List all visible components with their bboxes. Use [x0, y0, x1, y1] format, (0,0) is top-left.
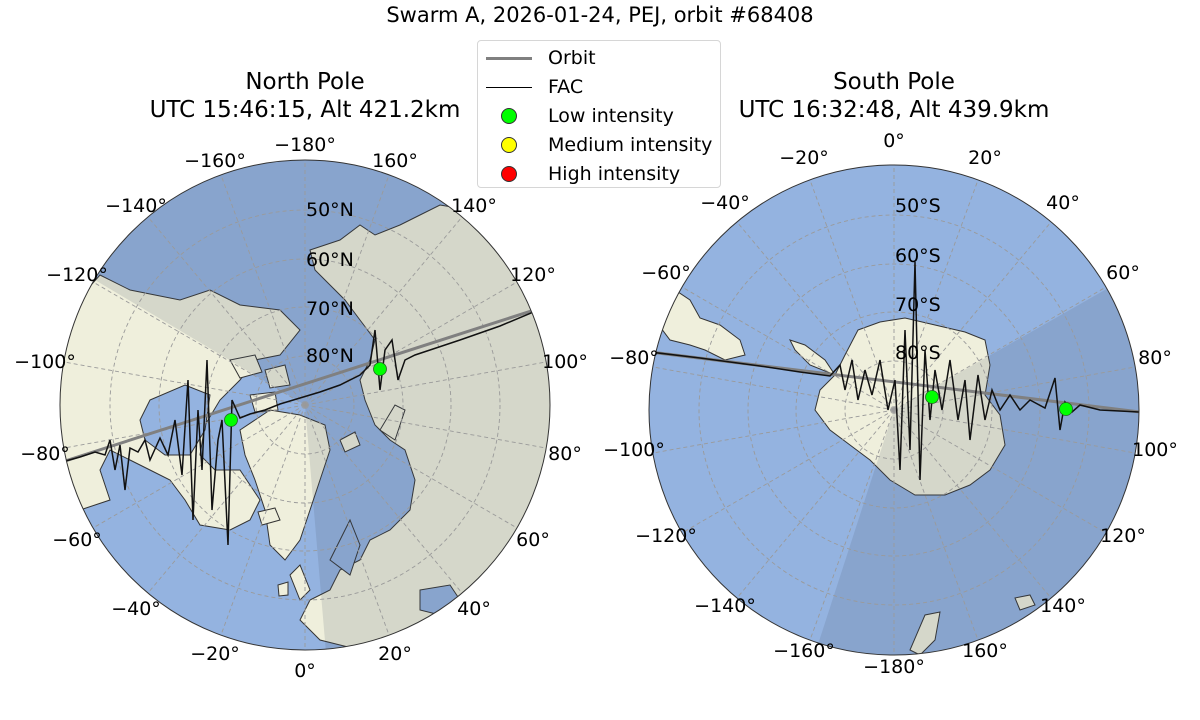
south-low-intensity-marker-1 — [925, 390, 939, 404]
legend: Orbit FAC Low intensity Medium intensity… — [477, 40, 721, 188]
north-low-intensity-marker-1 — [224, 413, 238, 427]
red-circle-icon — [484, 164, 540, 184]
north-fac-trace — [61, 304, 550, 546]
lon-label: −20° — [779, 147, 829, 169]
lon-label: 80° — [548, 443, 582, 465]
lon-label: 160° — [962, 640, 1008, 662]
north-lat-labels: 50°N 60°N 70°N 80°N — [306, 199, 354, 367]
lon-label: −120° — [46, 264, 108, 286]
lon-label: 140° — [451, 195, 497, 217]
lon-label: 140° — [1040, 595, 1086, 617]
orbit-line-icon — [484, 48, 540, 68]
legend-item-medium: Medium intensity — [478, 130, 720, 159]
lon-label: −140° — [105, 195, 167, 217]
lat-label: 70°S — [895, 294, 941, 316]
lon-label: 100° — [542, 351, 588, 373]
lon-label: 60° — [1106, 262, 1140, 284]
legend-item-orbit: Orbit — [478, 43, 720, 72]
south-map-border — [648, 164, 1140, 656]
lon-label: 40° — [457, 598, 491, 620]
north-pole-title-line2: UTC 15:46:15, Alt 421.2km — [149, 97, 461, 123]
lon-label: 40° — [1046, 192, 1080, 214]
north-pole-title: North Pole UTC 15:46:15, Alt 421.2km — [95, 68, 515, 124]
fac-line-icon — [484, 77, 540, 97]
south-pole-title-line1: South Pole — [833, 69, 955, 95]
lat-label: 50°S — [895, 195, 941, 217]
lon-label: −180° — [863, 656, 925, 678]
yellow-circle-icon — [484, 135, 540, 155]
legend-label: Medium intensity — [548, 133, 713, 156]
lon-label: 120° — [1100, 525, 1146, 547]
south-pole-title-line2: UTC 16:32:48, Alt 439.9km — [738, 97, 1050, 123]
legend-item-high: High intensity — [478, 159, 720, 188]
lon-label: −40° — [111, 598, 161, 620]
lon-label: −60° — [641, 262, 691, 284]
north-pole-map — [59, 159, 551, 651]
lon-label: 20° — [968, 147, 1002, 169]
south-america-tip — [654, 289, 746, 361]
north-orbit-track — [61, 303, 550, 464]
lon-label: −100° — [603, 439, 665, 461]
south-pole-title: South Pole UTC 16:32:48, Alt 439.9km — [684, 68, 1104, 124]
lon-label: −20° — [190, 643, 240, 665]
legend-label: High intensity — [548, 162, 681, 185]
lat-label: 80°S — [895, 342, 941, 364]
legend-item-low: Low intensity — [478, 101, 720, 130]
lon-label: −100° — [14, 351, 76, 373]
night-shade-region — [95, 160, 550, 650]
south-graticule — [652, 165, 1136, 655]
lon-label: −120° — [635, 525, 697, 547]
lat-label: 60°S — [895, 245, 941, 267]
south-lon-labels: 0° 20° 40° 60° 80° 100° 120° 140° 160° −… — [603, 130, 1178, 678]
lon-label: 100° — [1132, 439, 1178, 461]
legend-label: Low intensity — [548, 104, 674, 127]
lon-label: −180° — [274, 134, 336, 156]
lat-label: 70°N — [306, 298, 354, 320]
lon-label: −160° — [773, 640, 835, 662]
south-lat-labels: 50°S 60°S 70°S 80°S — [895, 195, 941, 364]
lon-label: −80° — [20, 443, 70, 465]
lon-label: −80° — [609, 347, 659, 369]
lon-label: 0° — [883, 130, 905, 152]
lon-label: 120° — [510, 264, 556, 286]
lon-label: 160° — [372, 150, 418, 172]
south-low-intensity-marker-2 — [1059, 402, 1073, 416]
antarctica-landmass — [814, 317, 1006, 496]
legend-label: FAC — [548, 75, 584, 98]
north-low-intensity-marker-2 — [373, 362, 387, 376]
lon-label: 60° — [516, 529, 550, 551]
lat-label: 60°N — [306, 249, 354, 271]
lon-label: −140° — [694, 595, 756, 617]
green-circle-icon — [484, 106, 540, 126]
north-pole-title-line1: North Pole — [245, 69, 365, 95]
lon-label: −60° — [52, 529, 102, 551]
north-map-border — [59, 159, 551, 651]
figure-title: Swarm A, 2026-01-24, PEJ, orbit #68408 — [386, 3, 814, 27]
legend-label: Orbit — [548, 46, 596, 69]
lon-label: −40° — [700, 192, 750, 214]
lon-label: 0° — [294, 660, 316, 682]
legend-item-fac: FAC — [478, 72, 720, 101]
lon-label: −160° — [184, 150, 246, 172]
north-graticule — [63, 160, 547, 650]
lat-label: 80°N — [306, 345, 354, 367]
north-lon-labels: −180° 160° 140° 120° 100° 80° 60° 40° 20… — [14, 134, 588, 682]
lon-label: 20° — [378, 643, 412, 665]
lon-label: 80° — [1138, 347, 1172, 369]
lat-label: 50°N — [306, 199, 354, 221]
